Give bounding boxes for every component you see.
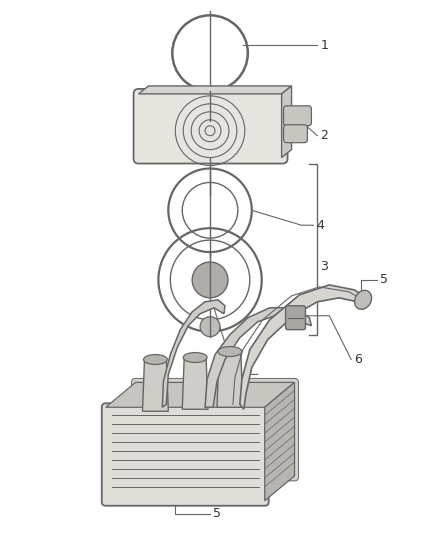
Text: 2: 2 (320, 129, 328, 142)
Polygon shape (106, 382, 294, 407)
Ellipse shape (355, 290, 371, 309)
Text: 6: 6 (354, 353, 362, 366)
Polygon shape (217, 352, 243, 407)
Text: 4: 4 (316, 219, 324, 232)
Polygon shape (265, 382, 294, 501)
Text: 5: 5 (380, 273, 388, 286)
FancyBboxPatch shape (102, 403, 268, 506)
Polygon shape (182, 358, 208, 409)
Polygon shape (282, 86, 292, 158)
Text: 7: 7 (217, 363, 225, 376)
Ellipse shape (218, 346, 242, 357)
Ellipse shape (183, 352, 207, 362)
Circle shape (200, 317, 220, 337)
Polygon shape (138, 86, 292, 94)
Text: 1: 1 (320, 39, 328, 52)
Polygon shape (162, 300, 225, 407)
FancyBboxPatch shape (283, 106, 311, 126)
Polygon shape (205, 308, 311, 407)
FancyBboxPatch shape (134, 89, 288, 164)
Text: 3: 3 (320, 261, 328, 273)
FancyBboxPatch shape (131, 378, 298, 481)
Polygon shape (240, 285, 369, 409)
FancyBboxPatch shape (286, 306, 305, 330)
Text: 5: 5 (213, 507, 221, 520)
Circle shape (192, 262, 228, 298)
Ellipse shape (144, 354, 167, 365)
Polygon shape (142, 360, 168, 411)
FancyBboxPatch shape (283, 125, 307, 143)
